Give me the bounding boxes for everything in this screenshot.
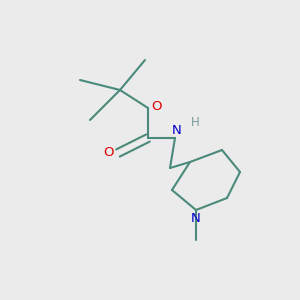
Text: O: O bbox=[151, 100, 161, 112]
Text: N: N bbox=[172, 124, 182, 136]
Text: H: H bbox=[190, 116, 200, 130]
Text: N: N bbox=[191, 212, 201, 224]
Text: O: O bbox=[103, 146, 113, 160]
